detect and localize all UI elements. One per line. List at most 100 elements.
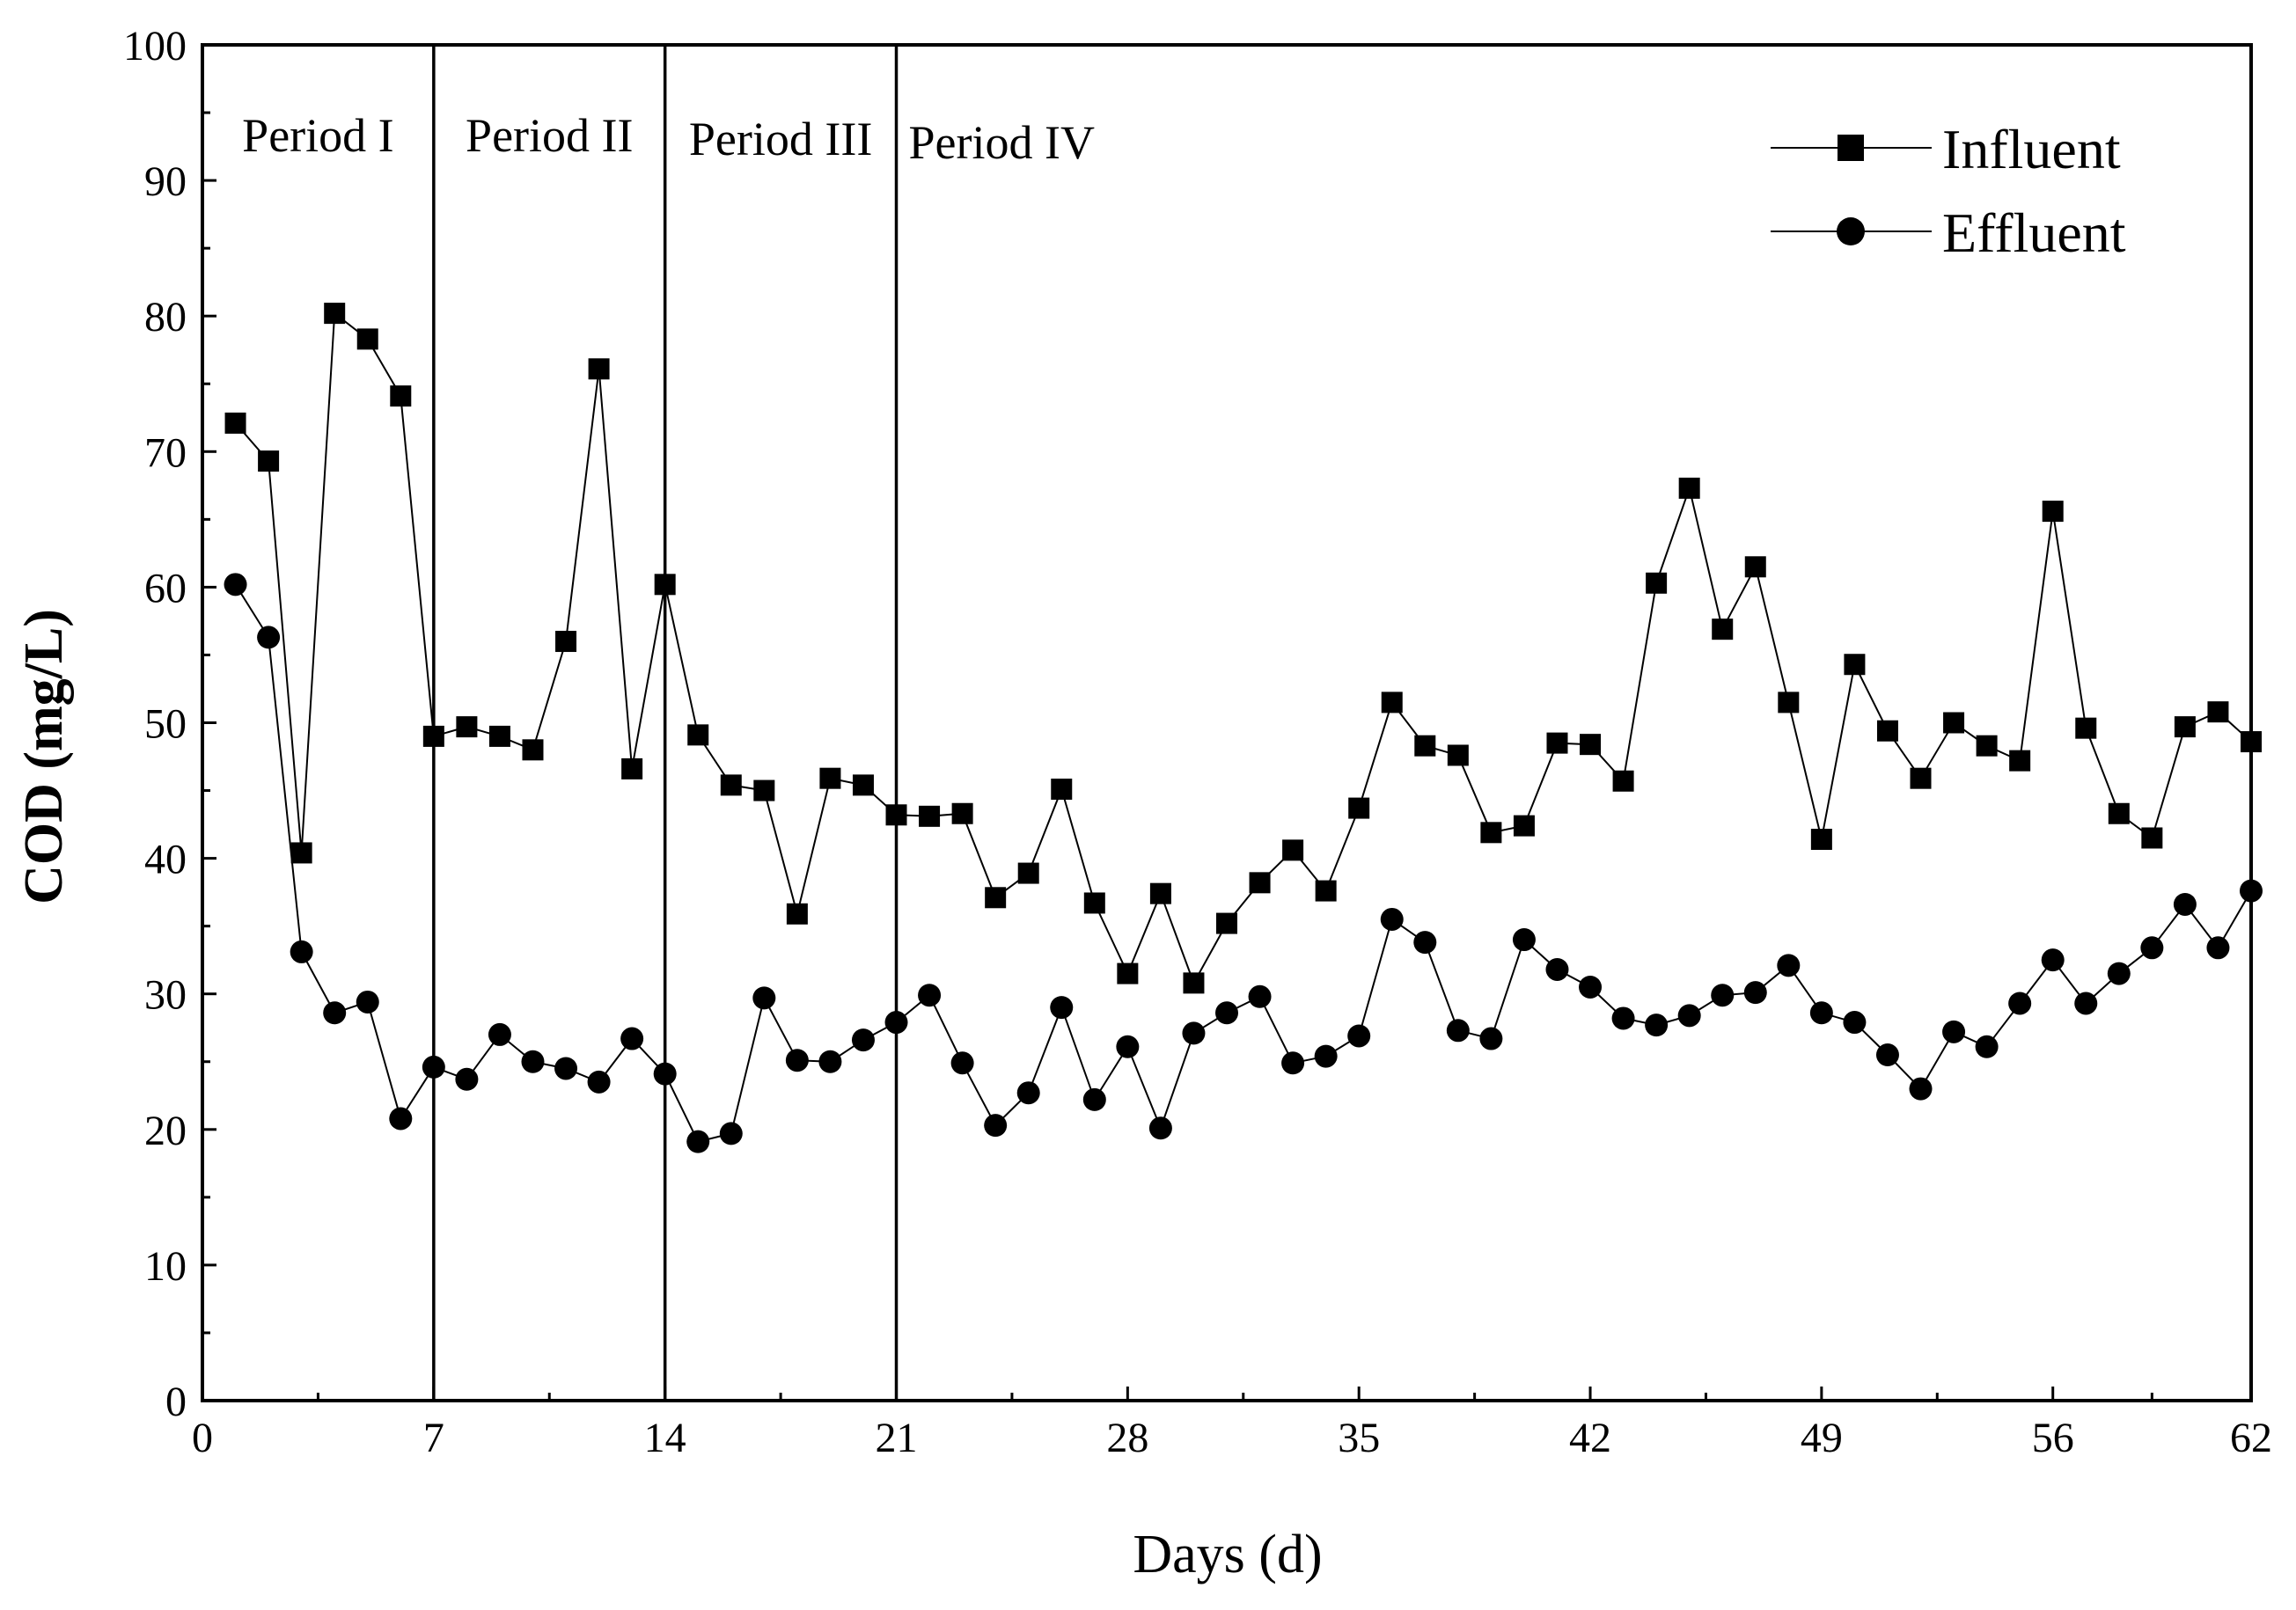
influent-point	[588, 358, 610, 380]
effluent-point	[1182, 1021, 1206, 1045]
influent-point	[1678, 477, 1700, 499]
legend-effluent-label: Effluent	[1942, 201, 2126, 264]
effluent-point	[785, 1049, 809, 1072]
effluent-point	[1875, 1043, 1899, 1067]
influent-point	[621, 757, 643, 779]
influent-point	[1513, 815, 1535, 837]
effluent-point	[653, 1062, 677, 1086]
influent-point	[1612, 770, 1634, 792]
effluent-point	[455, 1067, 479, 1091]
influent-point	[1017, 862, 1039, 884]
effluent-point	[2107, 962, 2131, 985]
influent-point	[1381, 692, 1403, 714]
influent-point	[1876, 720, 1898, 742]
x-tick-label: 42	[1569, 1415, 1611, 1461]
y-tick-label: 90	[144, 158, 187, 205]
influent-point	[555, 631, 577, 653]
influent-point	[1348, 797, 1370, 819]
influent-point	[1810, 829, 1832, 851]
influent-point	[2075, 717, 2097, 739]
influent-point	[1744, 556, 1766, 578]
effluent-point	[2140, 936, 2164, 960]
influent-point	[1712, 618, 1734, 640]
effluent-point	[1711, 984, 1735, 1007]
effluent-point	[554, 1057, 578, 1080]
influent-point	[654, 574, 676, 596]
legend-influent-label: Influent	[1942, 118, 2121, 180]
influent-point	[885, 804, 907, 826]
effluent-point	[488, 1022, 511, 1046]
effluent-point	[1545, 957, 1569, 981]
effluent-point	[389, 1107, 413, 1131]
influent-point	[456, 716, 478, 738]
influent-point	[1315, 880, 1337, 902]
effluent-point	[1479, 1027, 1503, 1050]
effluent-point	[950, 1051, 974, 1075]
period-label: Period I	[242, 109, 393, 162]
influent-point	[753, 779, 775, 801]
period-label: Period II	[466, 109, 633, 162]
influent-point	[2141, 827, 2163, 849]
influent-point	[1976, 735, 1998, 757]
influent-point	[951, 802, 973, 824]
y-tick-label: 70	[144, 429, 187, 476]
effluent-point	[356, 990, 379, 1014]
influent-point	[2207, 701, 2229, 723]
effluent-point	[2173, 892, 2197, 916]
effluent-point	[422, 1055, 445, 1079]
influent-point	[687, 724, 709, 746]
effluent-point	[1050, 996, 1074, 1020]
effluent-point	[1248, 984, 1272, 1008]
x-tick-label: 35	[1338, 1415, 1380, 1461]
effluent-point	[1314, 1044, 1338, 1068]
effluent-point	[1347, 1024, 1371, 1048]
plot-content: Period I Period II Period III Period IV	[224, 45, 2263, 1401]
y-tick-label: 20	[144, 1108, 187, 1154]
x-tick-label: 56	[2032, 1415, 2074, 1461]
effluent-point	[686, 1130, 710, 1153]
influent-point	[1844, 654, 1866, 676]
effluent-point	[818, 1050, 842, 1073]
x-tick-label: 0	[192, 1415, 213, 1461]
effluent-point	[884, 1011, 908, 1035]
influent-point	[1249, 872, 1271, 894]
influent-point	[2009, 750, 2031, 772]
effluent-point	[1677, 1004, 1701, 1028]
influent-point	[919, 805, 941, 827]
effluent-point	[1611, 1006, 1635, 1030]
effluent-point	[1909, 1077, 1933, 1101]
effluent-point	[521, 1050, 545, 1073]
influent-point	[258, 450, 280, 472]
influent-point	[720, 774, 742, 796]
x-tick-label: 7	[423, 1415, 444, 1461]
y-axis-title: COD (mg/L)	[14, 609, 74, 904]
legend: Influent Effluent	[1771, 118, 2126, 264]
effluent-point	[1446, 1019, 1470, 1043]
effluent-point	[752, 986, 776, 1010]
influent-point	[2174, 716, 2196, 738]
y-tick-label: 60	[144, 565, 187, 611]
effluent-point	[1975, 1035, 1999, 1058]
influent-point	[1051, 779, 1073, 801]
effluent-point	[1413, 931, 1437, 955]
influent-point	[1149, 882, 1171, 904]
influent-point	[1117, 962, 1139, 984]
influent-point	[522, 739, 544, 761]
effluent-point	[1116, 1035, 1140, 1058]
x-tick-label: 28	[1106, 1415, 1148, 1461]
effluent-point	[1016, 1081, 1040, 1105]
effluent-point	[918, 984, 942, 1007]
effluent-point	[1512, 928, 1536, 952]
period-label: Period III	[689, 113, 872, 165]
influent-point	[1447, 744, 1469, 766]
y-tick-label: 100	[123, 23, 187, 70]
influent-point	[1580, 734, 1602, 756]
effluent-point	[1843, 1011, 1867, 1035]
y-tick-label: 50	[144, 701, 187, 748]
influent-point	[1943, 712, 1965, 734]
influent-point	[488, 725, 510, 747]
y-axis: 0 10 20 30 40 50 60 70 80 90 100	[123, 23, 216, 1425]
effluent-point	[257, 626, 281, 649]
x-axis: 0 7 14 21 28 35 42 49 56 62	[192, 1387, 2272, 1461]
effluent-point	[1281, 1051, 1305, 1075]
